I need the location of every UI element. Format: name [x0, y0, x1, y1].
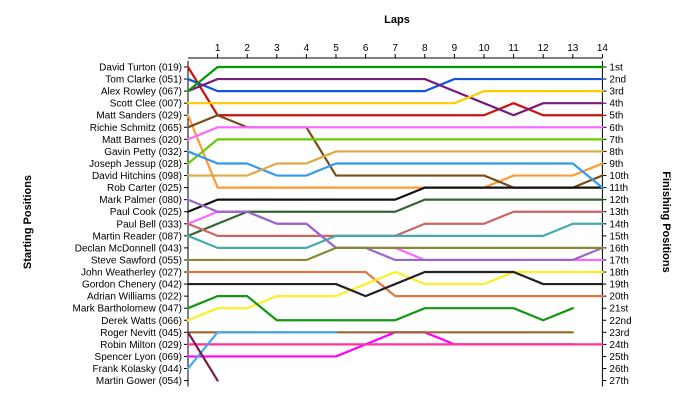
driver-position-line: [186, 198, 604, 262]
lap-tick-label: 6: [363, 43, 369, 54]
start-position-label: Steve Sawford (055): [91, 255, 182, 266]
finish-position-label: 18th: [609, 268, 628, 279]
driver-position-line: [186, 65, 604, 93]
finish-position-label: 26th: [609, 364, 628, 375]
finish-position-label: 7th: [609, 135, 623, 146]
finish-position-label: 25th: [609, 352, 628, 363]
lap-tick-label: 2: [244, 43, 250, 54]
start-position-label: Matt Barnes (020): [102, 135, 182, 146]
lap-tick-label: 1: [215, 43, 221, 54]
start-position-label: Spencer Lyon (069): [95, 352, 182, 363]
finish-position-label: 22nd: [609, 316, 631, 327]
finish-position-label: 14th: [609, 219, 628, 230]
lap-tick-label: 12: [538, 43, 550, 54]
finish-position-label: 2nd: [609, 75, 626, 86]
start-position-label: David Turton (019): [99, 63, 182, 74]
finish-position-label: 17th: [609, 255, 628, 266]
finish-position-label: 23rd: [609, 328, 629, 339]
finish-position-label: 10th: [609, 171, 628, 182]
finish-position-label: 6th: [609, 123, 623, 134]
finish-position-label: 5th: [609, 111, 623, 122]
start-position-label: Mark Bartholomew (047): [73, 304, 182, 315]
driver-position-line: [186, 210, 604, 237]
start-position-label: John Weatherley (027): [81, 268, 182, 279]
start-position-label: Paul Bell (033): [116, 219, 182, 230]
driver-position-line: [186, 65, 604, 117]
start-position-label: Tom Clarke (051): [105, 75, 182, 86]
lap-tick-label: 9: [452, 43, 458, 54]
start-position-label: Alex Rowley (067): [101, 87, 182, 98]
lap-tick-label: 13: [567, 43, 579, 54]
finish-position-label: 15th: [609, 231, 628, 242]
lap-tick-label: 10: [478, 43, 490, 54]
driver-position-line: [186, 270, 604, 298]
finish-position-label: 13th: [609, 207, 628, 218]
left-axis-title: Starting Positions: [22, 175, 34, 269]
driver-position-line: [186, 186, 604, 213]
driver-position-line: [186, 150, 604, 177]
driver-position-line: [186, 295, 574, 322]
finish-position-label: 19th: [609, 280, 628, 291]
start-position-label: Robin Milton (029): [100, 340, 182, 351]
driver-position-line: [186, 150, 604, 189]
lap-tick-label: 5: [333, 43, 339, 54]
driver-position-line: [186, 114, 604, 189]
driver-position-line: [186, 126, 604, 141]
finish-position-label: 9th: [609, 159, 623, 170]
finish-position-label: 4th: [609, 99, 623, 110]
start-position-label: Frank Kolasky (044): [93, 364, 182, 375]
start-position-label: Derek Watts (066): [101, 316, 182, 327]
driver-position-line: [186, 77, 604, 93]
finish-position-label: 20th: [609, 292, 628, 303]
lap-tick-label: 4: [304, 43, 310, 54]
start-position-label: Martin Gower (054): [96, 376, 182, 387]
start-position-label: Adrian Williams (022): [87, 292, 182, 303]
start-position-label: Joseph Jessup (028): [89, 159, 182, 170]
start-position-label: Gavin Petty (032): [104, 147, 182, 158]
start-position-label: Paul Cook (025): [110, 207, 182, 218]
start-position-label: Rob Carter (025): [107, 183, 182, 194]
start-position-label: Mark Palmer (080): [99, 195, 182, 206]
start-position-label: Declan McDonnell (043): [75, 243, 182, 254]
finish-position-label: 16th: [609, 243, 628, 254]
lap-tick-label: 11: [508, 43, 519, 54]
finish-position-label: 21st: [609, 304, 628, 315]
start-position-label: David Hitchins (098): [92, 171, 182, 182]
lap-tick-label: 7: [392, 43, 398, 54]
driver-position-line: [186, 331, 338, 370]
driver-position-line: [186, 198, 604, 237]
start-position-label: Martin Reader (087): [93, 231, 182, 242]
lap-tick-label: 8: [422, 43, 428, 54]
finish-position-label: 24th: [609, 340, 628, 351]
driver-position-line: [186, 90, 604, 105]
finish-position-label: 12th: [609, 195, 628, 206]
lap-tick-label: 14: [597, 43, 609, 54]
start-position-label: Roger Nevitt (045): [100, 328, 182, 339]
finish-position-label: 1st: [609, 63, 623, 74]
driver-position-line: [186, 138, 604, 165]
driver-position-line: [186, 77, 604, 117]
driver-position-line: [186, 331, 219, 382]
driver-position-line: [186, 246, 604, 262]
right-axis-title: Finishing Positions: [660, 171, 672, 272]
finish-position-label: 11th: [609, 183, 628, 194]
start-position-label: Gordon Chenery (042): [82, 280, 182, 291]
lap-tick-label: 3: [274, 43, 280, 54]
start-position-label: Scott Clee (007): [110, 99, 182, 110]
finish-position-label: 8th: [609, 147, 623, 158]
driver-position-line: [186, 222, 604, 249]
driver-position-line: [186, 270, 604, 298]
finish-position-label: 27th: [609, 376, 628, 387]
top-axis-title: Laps: [384, 14, 410, 26]
start-position-label: Richie Schmitz (065): [90, 123, 182, 134]
finish-position-label: 3rd: [609, 87, 623, 98]
start-position-label: Matt Sanders (029): [96, 111, 182, 122]
